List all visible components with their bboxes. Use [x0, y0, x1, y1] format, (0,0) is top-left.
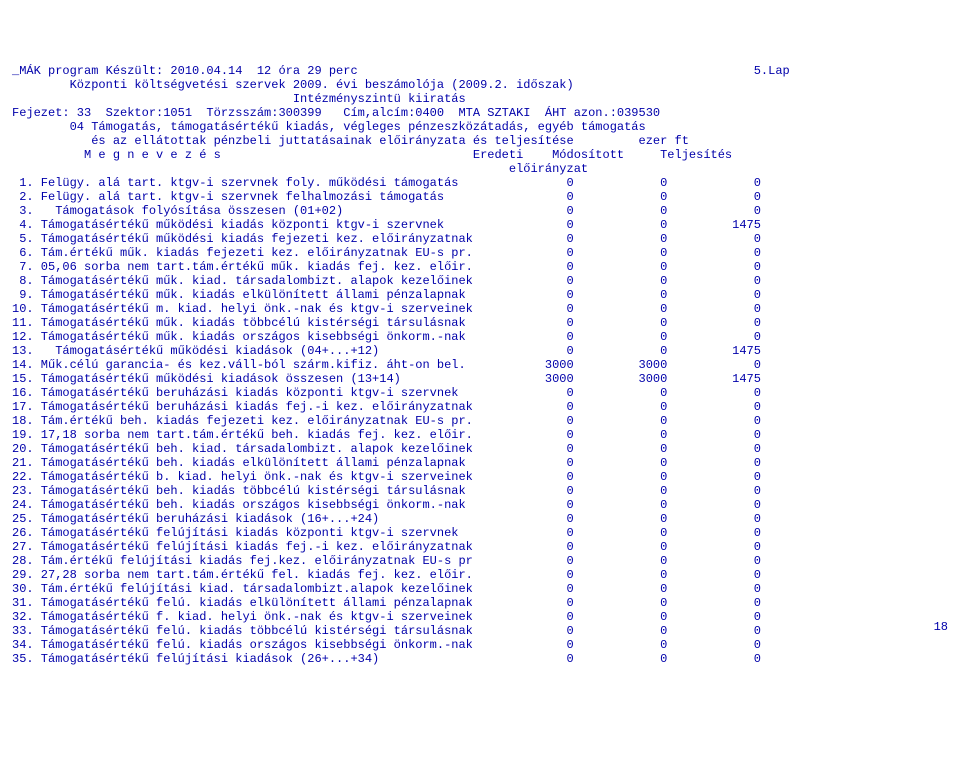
table-row: 23. Támogatásértékű beh. kiadás többcélú… — [12, 484, 948, 498]
table-row: 15. Támogatásértékű működési kiadások ös… — [12, 372, 948, 386]
table-row: 5. Támogatásértékű működési kiadás fejez… — [12, 232, 948, 246]
table-row: 21. Támogatásértékű beh. kiadás elkülöní… — [12, 456, 948, 470]
table-row: 13. Támogatásértékű működési kiadások (0… — [12, 344, 948, 358]
table-row: 11. Támogatásértékű műk. kiadás többcélú… — [12, 316, 948, 330]
table-row: 6. Tám.értékű műk. kiadás fejezeti kez. … — [12, 246, 948, 260]
table-row: 34. Támogatásértékű felú. kiadás országo… — [12, 638, 948, 652]
header-line-3: Fejezet: 33 Szektor:1051 Törzsszám:30039… — [12, 106, 948, 120]
table-row: 29. 27,28 sorba nem tart.tám.értékű fel.… — [12, 568, 948, 582]
table-row: 17. Támogatásértékű beruházási kiadás fe… — [12, 400, 948, 414]
table-row: 25. Támogatásértékű beruházási kiadások … — [12, 512, 948, 526]
table-row: 19. 17,18 sorba nem tart.tám.értékű beh.… — [12, 428, 948, 442]
table-row: 2. Felügy. alá tart. ktgv-i szervnek fel… — [12, 190, 948, 204]
table-row: 8. Támogatásértékű műk. kiad. társadalom… — [12, 274, 948, 288]
table-row: 24. Támogatásértékű beh. kiadás országos… — [12, 498, 948, 512]
header-inst-title: Intézményszintü kiiratás — [12, 92, 948, 106]
table-row: 12. Támogatásértékű műk. kiadás országos… — [12, 330, 948, 344]
table-row: 14. Műk.célú garancia- és kez.váll-ból s… — [12, 358, 948, 372]
table-row: 26. Támogatásértékű felújítási kiadás kö… — [12, 526, 948, 540]
page-number: 18 — [934, 620, 948, 634]
section-title-1: 04 Támogatás, támogatásértékű kiadás, vé… — [12, 120, 948, 134]
table-row: 20. Támogatásértékű beh. kiad. társadalo… — [12, 442, 948, 456]
header-line-1: _MÁK program Készült: 2010.04.14 12 óra … — [12, 64, 948, 78]
table-row: 3. Támogatások folyósítása összesen (01+… — [12, 204, 948, 218]
table-row: 31. Támogatásértékű felú. kiadás elkülön… — [12, 596, 948, 610]
table-row: 32. Támogatásértékű f. kiad. helyi önk.-… — [12, 610, 948, 624]
table-row: 18. Tám.értékű beh. kiadás fejezeti kez.… — [12, 414, 948, 428]
table-row: 28. Tám.értékű felújítási kiadás fej.kez… — [12, 554, 948, 568]
document-root: _MÁK program Készült: 2010.04.14 12 óra … — [12, 64, 948, 666]
table-row: 4. Támogatásértékű működési kiadás közpo… — [12, 218, 948, 232]
table-row: 1. Felügy. alá tart. ktgv-i szervnek fol… — [12, 176, 948, 190]
column-header-1: M e g n e v e z é s Eredeti Módosított T… — [12, 148, 948, 162]
table-row: 16. Támogatásértékű beruházási kiadás kö… — [12, 386, 948, 400]
column-header-2: előirányzat — [12, 162, 948, 176]
table-row: 9. Támogatásértékű műk. kiadás elkülönít… — [12, 288, 948, 302]
table-row: 27. Támogatásértékű felújítási kiadás fe… — [12, 540, 948, 554]
table-row: 7. 05,06 sorba nem tart.tám.értékű műk. … — [12, 260, 948, 274]
table-row: 30. Tám.értékű felújítási kiad. társadal… — [12, 582, 948, 596]
header-line-2: Központi költségvetési szervek 2009. évi… — [12, 78, 948, 92]
table-row: 22. Támogatásértékű b. kiad. helyi önk.-… — [12, 470, 948, 484]
table-row: 10. Támogatásértékű m. kiad. helyi önk.-… — [12, 302, 948, 316]
section-title-2: és az ellátottak pénzbeli juttatásainak … — [12, 134, 948, 148]
table-row: 33. Támogatásértékű felú. kiadás többcél… — [12, 624, 948, 638]
table-row: 35. Támogatásértékű felújítási kiadások … — [12, 652, 948, 666]
